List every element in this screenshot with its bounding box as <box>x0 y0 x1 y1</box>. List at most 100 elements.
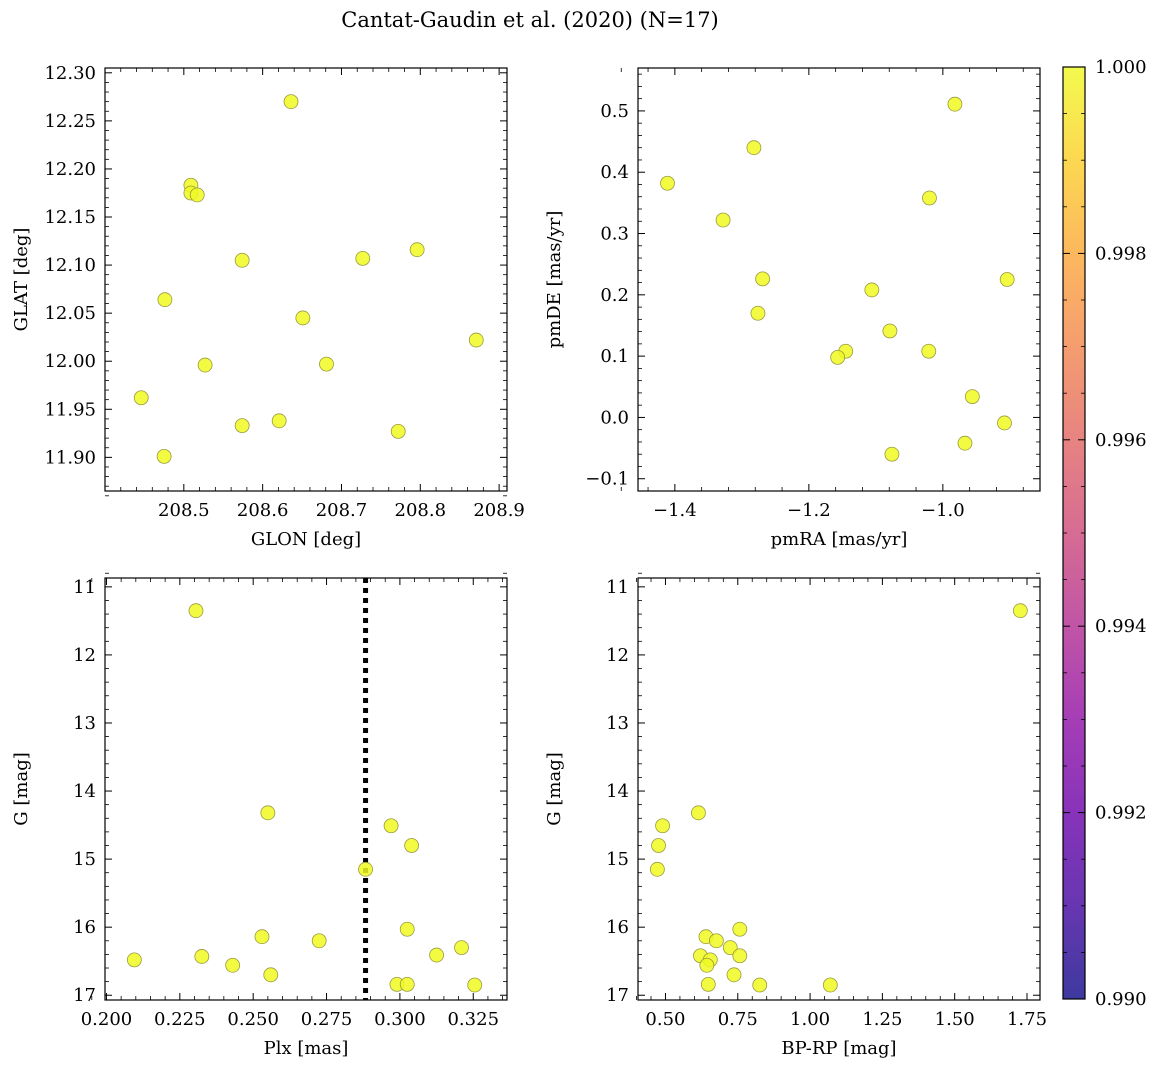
y-axis-label: pmDE [mas/yr] <box>544 211 565 349</box>
data-point <box>254 929 270 945</box>
x-axis-label: GLON [deg] <box>251 529 361 550</box>
data-point <box>651 838 666 853</box>
data-point <box>260 805 276 821</box>
colorbar-tick-label: 0.990 <box>1095 989 1147 1010</box>
data-point <box>358 861 373 877</box>
figure-title: Cantat-Gaudin et al. (2020) (N=17) <box>341 8 719 32</box>
y-tick-label: −0.1 <box>585 469 629 490</box>
data-point <box>454 940 469 955</box>
x-tick-label: −1.0 <box>921 500 965 521</box>
data-point <box>399 976 415 992</box>
y-axis-label: G [mag] <box>11 752 32 825</box>
data-point <box>311 933 327 949</box>
y-tick-label: 0.0 <box>600 407 629 428</box>
y-tick-label: 17 <box>73 985 96 1006</box>
panel-1: 208.5 208.6 208.7 208.8 208.9 11.90 11.95 12.00… <box>11 63 525 550</box>
data-point <box>726 967 742 983</box>
y-tick-label: 0.2 <box>600 285 629 306</box>
x-tick-label: 1.25 <box>862 1009 902 1030</box>
x-tick-label: −1.4 <box>653 500 697 521</box>
x-tick-label: 0.50 <box>645 1009 685 1030</box>
colorbar-gradient <box>1063 67 1085 999</box>
data-point <box>822 977 838 993</box>
y-tick-label: 0.3 <box>600 224 629 245</box>
colorbar-tick-label: 0.992 <box>1095 803 1147 824</box>
data-point <box>921 343 937 359</box>
x-axis-label: BP-RP [mag] <box>781 1038 896 1059</box>
data-point <box>830 349 846 365</box>
data-point <box>691 805 706 821</box>
y-tick-label: 15 <box>606 849 629 870</box>
y-tick-label: 13 <box>73 713 96 734</box>
x-tick-label: 0.325 <box>447 1009 499 1030</box>
data-point <box>156 448 172 464</box>
data-point <box>655 818 670 834</box>
y-tick-label: 16 <box>73 917 96 938</box>
data-point <box>234 252 250 268</box>
y-axis-label: G [mag] <box>544 752 565 825</box>
x-tick-label: 208.9 <box>473 500 525 521</box>
data-point <box>271 413 287 429</box>
y-tick-label: 12.25 <box>44 111 96 132</box>
x-tick-label: 0.75 <box>718 1009 758 1030</box>
panel-3: 0.200 0.225 0.250 0.275 0.300 0.325 11 12 13 14 15… <box>11 572 508 1059</box>
data-point <box>234 418 250 434</box>
y-axis-label: GLAT [deg] <box>11 228 32 332</box>
data-point <box>197 357 213 373</box>
data-point <box>997 415 1012 431</box>
y-tick-label: 12.10 <box>44 255 96 276</box>
x-tick-label: 0.275 <box>301 1009 353 1030</box>
data-point <box>750 305 766 321</box>
x-tick-label: 208.8 <box>395 500 447 521</box>
y-tick-label: 12.00 <box>44 351 96 372</box>
data-point <box>467 977 483 993</box>
data-point <box>957 435 973 451</box>
colorbar-tick-label: 1.000 <box>1095 57 1147 78</box>
x-tick-label: 0.300 <box>374 1009 426 1030</box>
x-tick-label: 208.6 <box>237 500 289 521</box>
y-tick-label: 12.30 <box>44 63 96 84</box>
data-point <box>660 175 675 191</box>
axes-frame <box>637 577 1041 1001</box>
y-tick-label: 15 <box>73 849 96 870</box>
data-point <box>884 446 900 462</box>
colorbar-tick-label: 0.998 <box>1095 243 1147 264</box>
data-point <box>964 389 980 404</box>
data-point <box>283 94 299 110</box>
y-tick-label: 12.15 <box>44 207 96 228</box>
data-point <box>746 140 762 156</box>
data-point <box>999 272 1015 287</box>
x-tick-label: 208.5 <box>158 500 210 521</box>
data-point <box>189 187 205 203</box>
y-tick-label: 13 <box>606 713 629 734</box>
data-point <box>404 838 420 853</box>
y-tick-label: 14 <box>73 781 96 802</box>
data-point <box>295 310 311 326</box>
data-point <box>157 292 173 308</box>
data-point <box>409 242 425 258</box>
data-point <box>133 390 149 406</box>
x-tick-label: 0.225 <box>154 1009 206 1030</box>
data-point <box>882 323 898 339</box>
axes-frame <box>104 577 508 1001</box>
y-tick-label: 0.1 <box>600 346 629 367</box>
y-tick-label: 11.95 <box>44 399 96 420</box>
axes-frame <box>104 67 508 492</box>
data-point <box>399 921 415 937</box>
data-point <box>468 332 484 348</box>
data-point <box>383 818 399 834</box>
x-tick-label: −1.2 <box>787 500 831 521</box>
data-point <box>429 947 444 963</box>
data-point <box>188 603 204 619</box>
colorbar-ticks: 0.990 0.992 0.994 0.996 0.998 1.000 <box>1063 57 1147 1010</box>
x-axis-label: pmRA [mas/yr] <box>771 529 908 550</box>
data-point <box>864 282 880 298</box>
data-point <box>319 356 334 372</box>
panel-4: 0.50 0.75 1.00 1.25 1.50 1.75 11 12 13 14 15 16 17 BP… <box>544 572 1047 1059</box>
y-tick-label: 11 <box>73 577 96 598</box>
x-tick-label: 0.250 <box>227 1009 279 1030</box>
data-point <box>700 976 716 992</box>
data-point <box>715 212 731 228</box>
y-tick-label: 11 <box>606 577 629 598</box>
